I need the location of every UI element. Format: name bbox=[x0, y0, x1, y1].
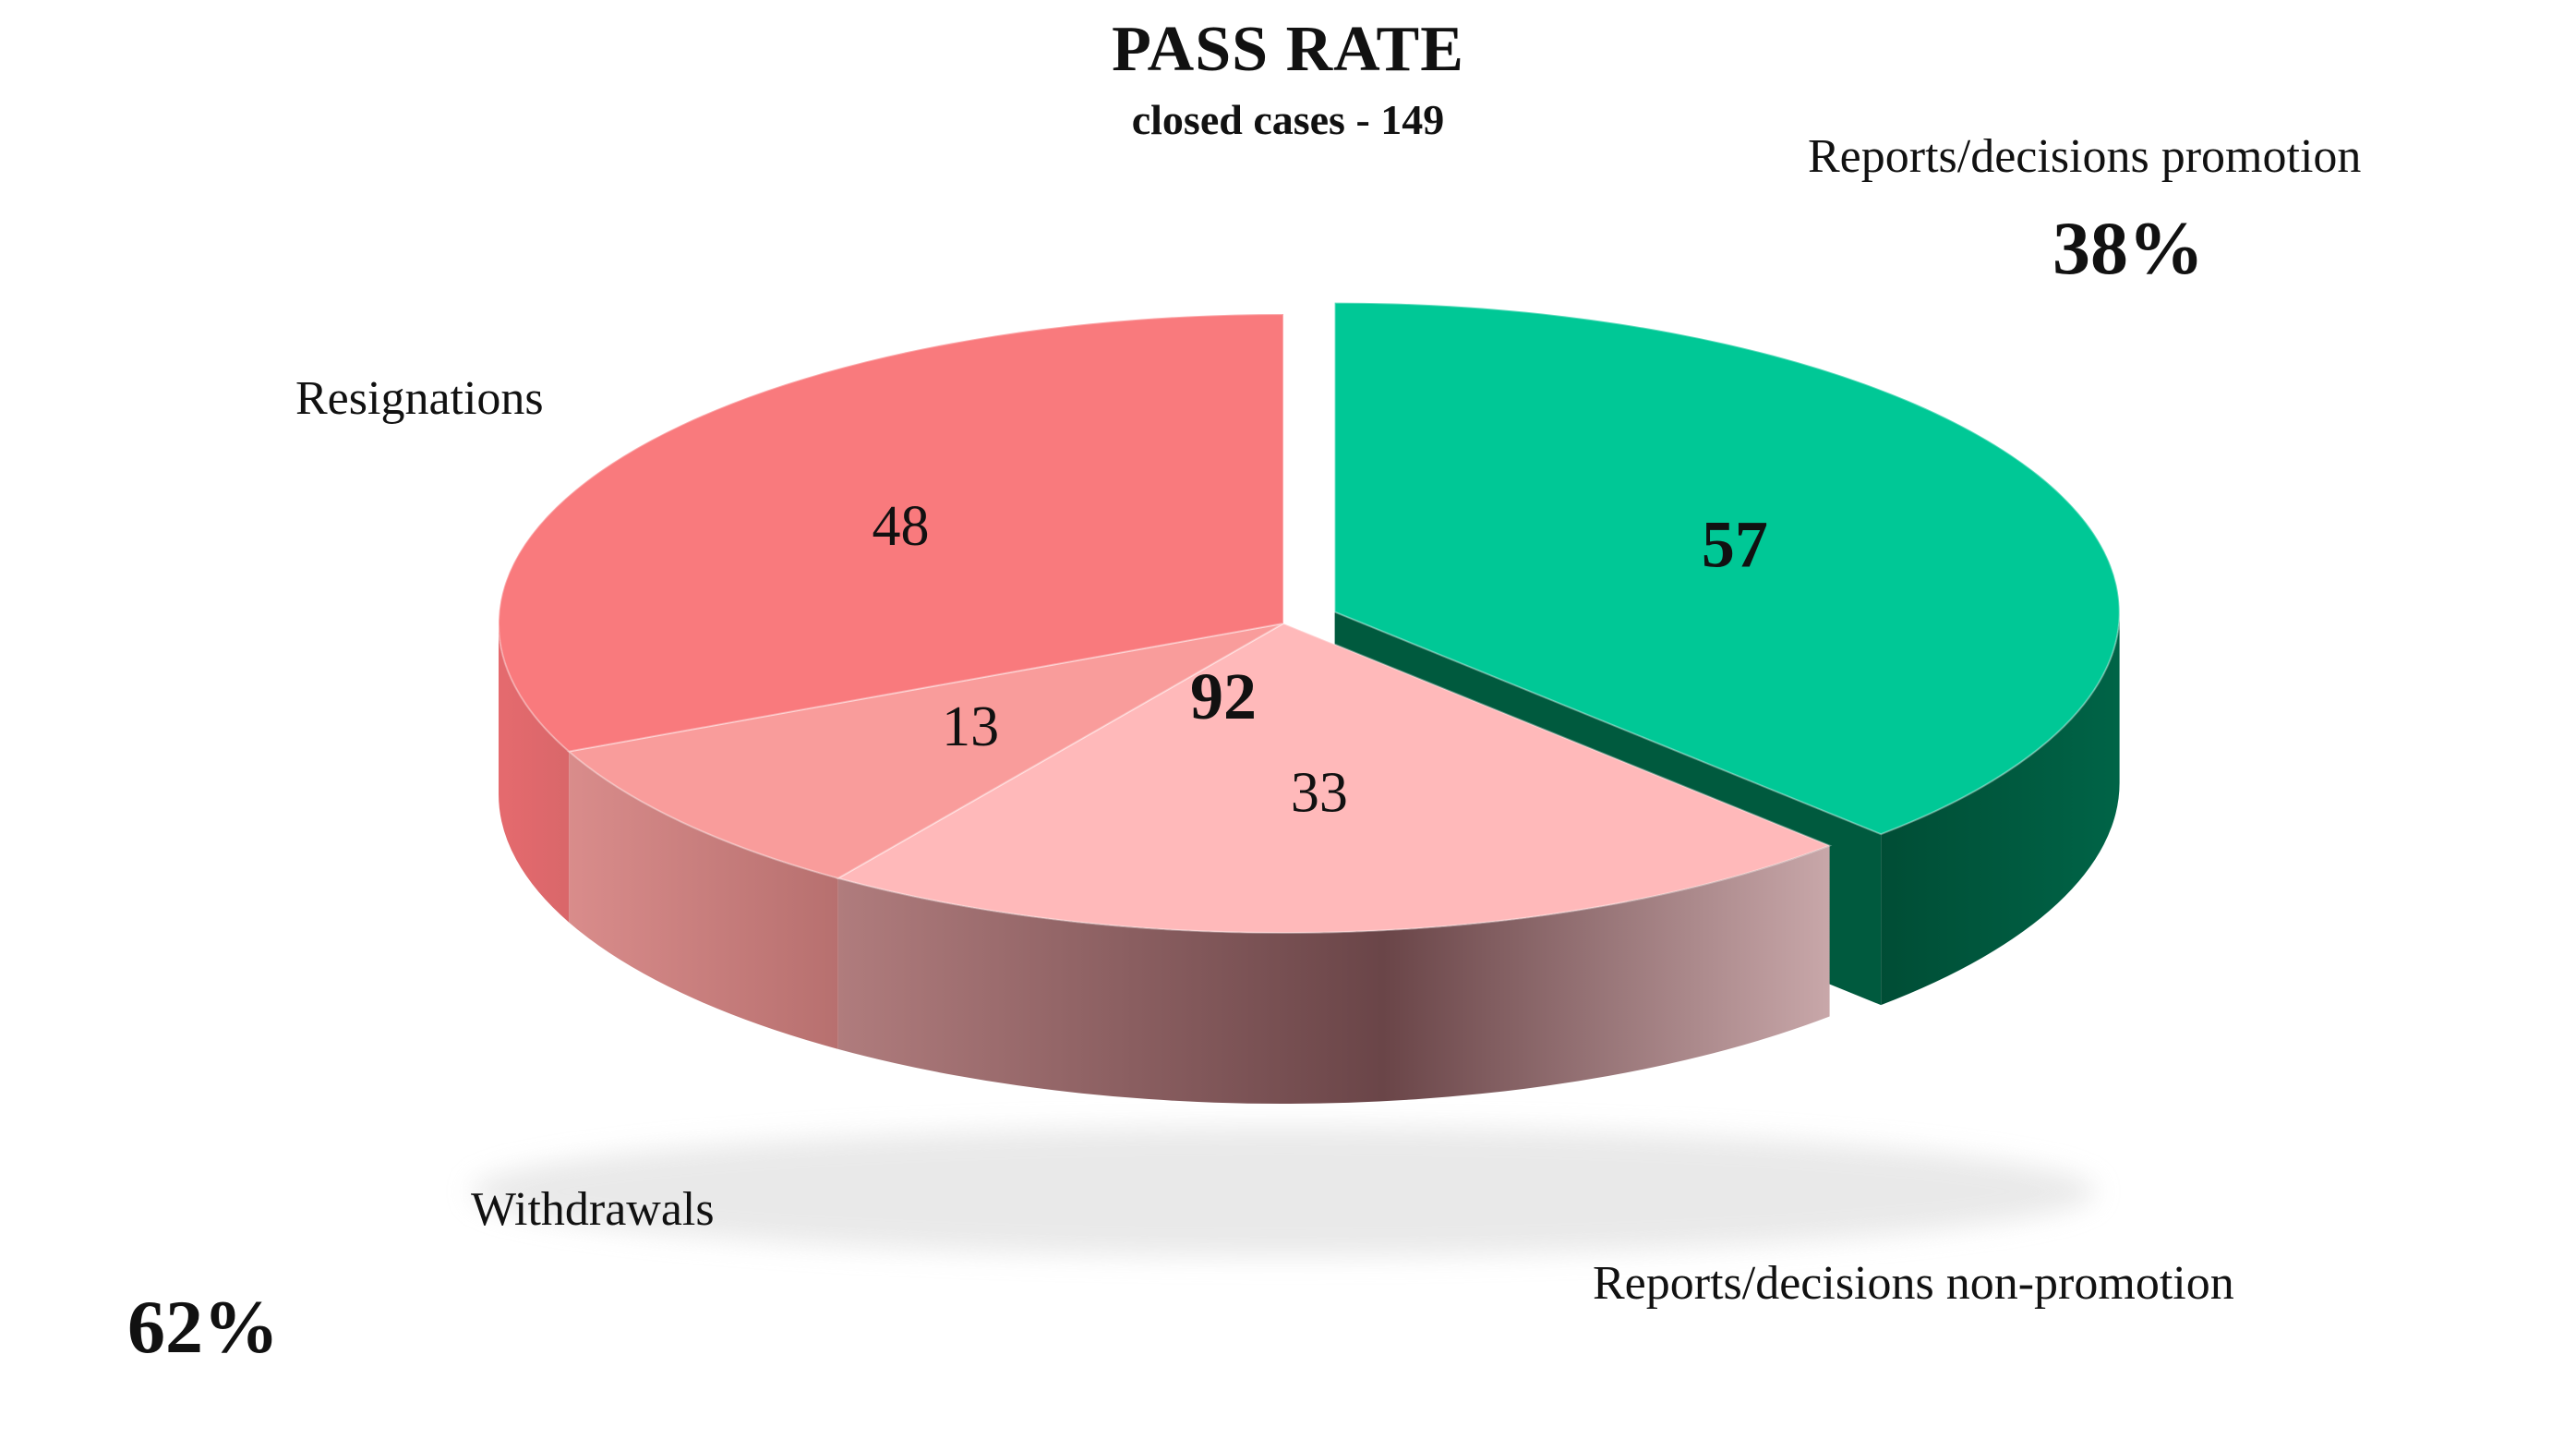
slice-value-label-3: 48 bbox=[873, 495, 930, 558]
slice-side-0 bbox=[1881, 611, 2120, 1006]
pie-layer: 57 33 13 48 92 bbox=[498, 301, 2121, 1104]
slice-value-label-2: 13 bbox=[942, 695, 999, 758]
resignations-category-label: Resignations bbox=[295, 372, 544, 425]
chart-subtitle: closed cases - 149 bbox=[1131, 96, 1445, 143]
promotion-percent-label: 38% bbox=[2052, 206, 2204, 290]
promotion-category-label: Reports/decisions promotion bbox=[1808, 130, 2362, 183]
slice-side-3 bbox=[499, 623, 570, 923]
group-total-label: 92 bbox=[1190, 659, 1257, 733]
slice-top-withdrawals bbox=[566, 623, 1284, 879]
chart-title: PASS RATE bbox=[1112, 14, 1464, 85]
slice-value-label-1: 33 bbox=[1291, 762, 1348, 825]
slice-top-reports-decisions-non-promotion bbox=[836, 622, 1833, 934]
other-percent-label: 62% bbox=[127, 1285, 279, 1369]
slice-top-reports-decisions-promotion bbox=[1333, 301, 2121, 836]
slice-value-label-0: 57 bbox=[1702, 507, 1768, 581]
non-promotion-category-label: Reports/decisions non-promotion bbox=[1593, 1257, 2234, 1310]
slice-side-1 bbox=[837, 845, 1830, 1104]
withdrawals-category-label: Withdrawals bbox=[471, 1183, 715, 1236]
pie-shadow bbox=[471, 1127, 2096, 1256]
slice-side-2 bbox=[569, 751, 838, 1049]
slice-top-resignations bbox=[498, 312, 1284, 753]
